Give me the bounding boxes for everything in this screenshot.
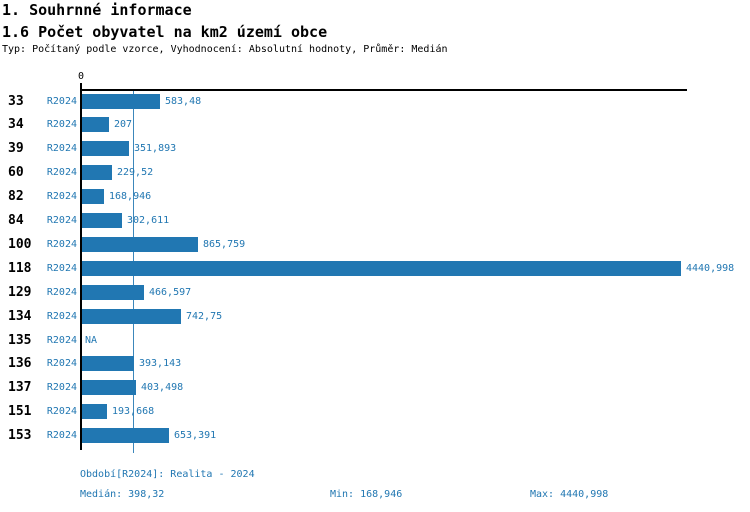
chart-subtitle: Typ: Počítaný podle vzorce, Vyhodnocení:… (2, 44, 448, 55)
bar (82, 404, 107, 419)
row-category-label: 100 (8, 237, 32, 252)
row-category-label: 129 (8, 285, 32, 300)
x-axis-zero-label: 0 (77, 71, 85, 82)
bar (82, 94, 160, 109)
row-category-label: 151 (8, 404, 32, 419)
row-series-label: R2024 (46, 335, 77, 346)
bar (82, 141, 129, 156)
row-series-label: R2024 (46, 311, 77, 322)
footer-min-stat: Min: 168,946 (330, 489, 403, 500)
footer-max-stat: Max: 4440,998 (530, 489, 609, 500)
bar-value-label: 229,52 (117, 167, 154, 178)
row-series-label: R2024 (46, 263, 77, 274)
bar-value-label: 193,668 (112, 406, 155, 417)
row-category-label: 153 (8, 428, 32, 443)
row-series-label: R2024 (46, 430, 77, 441)
bar (82, 380, 136, 395)
row-category-label: 137 (8, 380, 32, 395)
row-series-label: R2024 (46, 215, 77, 226)
row-category-label: 60 (8, 165, 24, 180)
bar (82, 309, 181, 324)
footer-median-stat: Medián: 398,32 (80, 489, 165, 500)
bar (82, 117, 109, 132)
bar-value-label: 583,48 (165, 96, 202, 107)
row-category-label: 136 (8, 356, 32, 371)
row-series-label: R2024 (46, 239, 77, 250)
bar-value-label: 351,893 (134, 143, 177, 154)
bar-value-label: 742,75 (186, 311, 223, 322)
row-category-label: 118 (8, 261, 32, 276)
bar-value-label: NA (85, 335, 98, 346)
row-series-label: R2024 (46, 382, 77, 393)
row-category-label: 33 (8, 94, 24, 109)
bar (82, 285, 144, 300)
bar (82, 356, 134, 371)
section-title: 1. Souhrnné informace (2, 1, 192, 19)
row-series-label: R2024 (46, 119, 77, 130)
bar-value-label: 4440,998 (686, 263, 735, 274)
row-series-label: R2024 (46, 358, 77, 369)
bar-value-label: 865,759 (203, 239, 246, 250)
row-category-label: 39 (8, 141, 24, 156)
x-axis-line (81, 89, 687, 91)
row-series-label: R2024 (46, 143, 77, 154)
bar (82, 165, 112, 180)
bar (82, 213, 122, 228)
row-category-label: 134 (8, 309, 32, 324)
bar-value-label: 302,611 (127, 215, 170, 226)
row-series-label: R2024 (46, 96, 77, 107)
bar-value-label: 393,143 (139, 358, 182, 369)
row-series-label: R2024 (46, 287, 77, 298)
bar (82, 261, 681, 276)
chart-title: 1.6 Počet obyvatel na km2 území obce (2, 23, 328, 41)
row-category-label: 84 (8, 213, 24, 228)
row-category-label: 82 (8, 189, 24, 204)
bar (82, 428, 169, 443)
row-series-label: R2024 (46, 406, 77, 417)
bar-value-label: 168,946 (109, 191, 152, 202)
bar (82, 189, 104, 204)
bar-value-label: 653,391 (174, 430, 217, 441)
row-category-label: 34 (8, 117, 24, 132)
bar-value-label: 403,498 (141, 382, 184, 393)
footer-period-label: Období[R2024]: Realita - 2024 (80, 469, 255, 480)
bar (82, 237, 198, 252)
row-series-label: R2024 (46, 191, 77, 202)
row-series-label: R2024 (46, 167, 77, 178)
bar-value-label: 207 (114, 119, 133, 130)
y-axis-line (80, 83, 82, 450)
bar-value-label: 466,597 (149, 287, 192, 298)
row-category-label: 135 (8, 333, 32, 348)
